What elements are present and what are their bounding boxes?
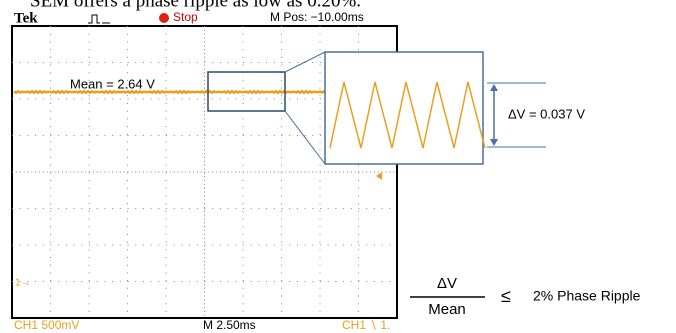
zoom-panel <box>325 52 483 164</box>
brand: Tek <box>14 10 38 26</box>
figure: SEM offers a phase ripple as low as 0.20… <box>0 0 676 333</box>
trigger: CH1 ∖ 1. <box>342 318 390 332</box>
channel: CH1 500mV <box>14 318 79 332</box>
numerator: ΔV <box>437 275 457 292</box>
position: M Pos: −10.00ms <box>270 10 364 24</box>
denominator: Mean <box>428 301 466 318</box>
mean-label: Mean = 2.64 V <box>70 76 155 91</box>
stop-dot <box>159 13 169 23</box>
delta-label: ΔV = 0.037 V <box>508 106 585 121</box>
timebase: M 2.50ms <box>203 318 256 332</box>
result: 2% Phase Ripple <box>533 288 641 304</box>
trigger-icon <box>88 15 110 23</box>
channel-marker: 1→ <box>15 278 31 289</box>
state: Stop <box>173 10 198 24</box>
relation: ≤ <box>501 286 511 306</box>
